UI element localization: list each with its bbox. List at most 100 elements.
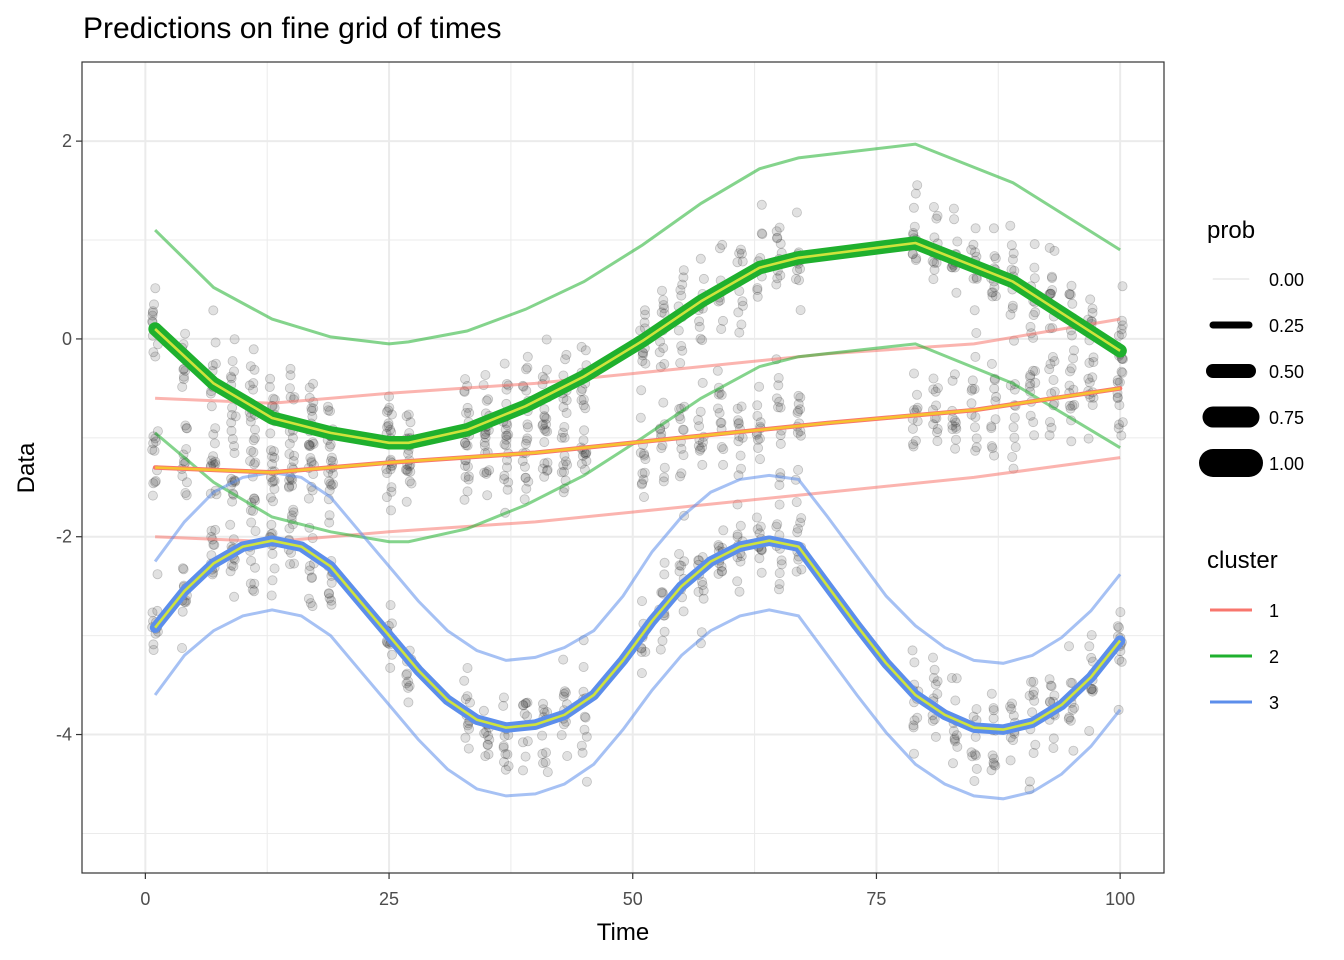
data-point (658, 397, 669, 408)
data-point (462, 691, 473, 702)
data-point (678, 606, 689, 617)
data-point (385, 600, 396, 611)
data-point (948, 758, 959, 769)
data-point (715, 243, 726, 254)
data-point (1044, 674, 1055, 685)
data-point (539, 423, 550, 434)
data-point (500, 764, 511, 775)
data-point (405, 466, 416, 477)
data-point (793, 390, 804, 401)
data-point (210, 358, 221, 369)
data-point (752, 291, 763, 302)
data-point (1087, 307, 1098, 318)
data-point (969, 384, 980, 395)
data-point (502, 749, 513, 760)
data-point (249, 433, 260, 444)
data-point (1113, 423, 1124, 434)
data-point (228, 366, 239, 377)
y-axis: -4 -2 0 2 (56, 131, 82, 745)
data-point (796, 513, 807, 524)
data-point (911, 253, 922, 264)
data-point (1116, 656, 1127, 667)
data-point (518, 700, 529, 711)
data-point (637, 468, 648, 479)
data-point (539, 411, 550, 422)
data-point (949, 733, 960, 744)
data-point (697, 335, 708, 346)
data-point (522, 433, 533, 444)
data-point (793, 523, 804, 534)
data-point (752, 524, 763, 535)
data-point (676, 290, 687, 301)
data-point (306, 456, 317, 467)
data-point (1068, 745, 1079, 756)
data-point (326, 599, 337, 610)
data-point (521, 483, 532, 494)
data-point (988, 713, 999, 724)
data-point (952, 741, 963, 752)
data-point (210, 337, 221, 348)
data-point (733, 417, 744, 428)
data-point (386, 486, 397, 497)
data-point (1064, 400, 1075, 411)
data-point (308, 438, 319, 449)
data-point (970, 223, 981, 234)
data-point (657, 587, 668, 598)
data-point (176, 643, 187, 654)
data-point (1025, 410, 1036, 421)
data-point (561, 395, 572, 406)
data-point (1087, 372, 1098, 383)
data-point (1009, 432, 1020, 443)
data-point (736, 319, 747, 330)
data-point (323, 405, 334, 416)
data-point (966, 398, 977, 409)
data-point (1068, 353, 1079, 364)
data-point (970, 445, 981, 456)
data-point (482, 730, 493, 741)
data-point (1064, 712, 1075, 723)
data-point (1049, 245, 1060, 256)
data-point (694, 445, 705, 456)
data-point (950, 695, 961, 706)
legend-cluster-title: cluster (1207, 547, 1278, 574)
data-point (522, 419, 533, 430)
data-point (579, 724, 590, 735)
data-point (403, 409, 414, 420)
data-point (793, 464, 804, 475)
data-point (147, 607, 158, 618)
data-point (459, 494, 470, 505)
data-point (737, 432, 748, 443)
data-point (383, 405, 394, 416)
data-point (181, 423, 192, 434)
chart-title: Predictions on fine grid of times (83, 12, 502, 45)
data-point (736, 248, 747, 259)
data-point (1114, 654, 1125, 665)
data-point (248, 378, 259, 389)
data-point (499, 470, 510, 481)
data-point (1069, 399, 1080, 410)
data-point (971, 433, 982, 444)
data-point (246, 555, 257, 566)
data-point (950, 417, 961, 428)
data-point (305, 440, 316, 451)
data-point (752, 410, 763, 421)
data-point (987, 287, 998, 298)
data-point (326, 595, 337, 606)
data-point (249, 424, 260, 435)
data-point (677, 345, 688, 356)
data-point (265, 373, 276, 384)
data-point (558, 460, 569, 471)
data-point (694, 316, 705, 327)
data-point (928, 373, 939, 384)
data-point (269, 483, 280, 494)
data-point (991, 391, 1002, 402)
data-point (674, 566, 685, 577)
data-point (178, 374, 189, 385)
data-point (659, 462, 670, 473)
data-point (207, 360, 218, 371)
data-point (459, 675, 470, 686)
data-point (1113, 330, 1124, 341)
data-point (249, 364, 260, 375)
data-point (580, 403, 591, 414)
data-point (732, 531, 743, 542)
